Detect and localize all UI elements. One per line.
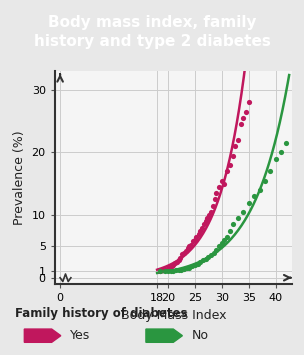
Point — [190, 264, 195, 269]
Point — [246, 200, 251, 206]
Point — [222, 181, 227, 187]
Point — [233, 143, 238, 149]
Point — [163, 269, 168, 274]
Point — [160, 267, 165, 273]
Point — [187, 265, 192, 271]
Point — [178, 255, 183, 261]
Point — [284, 140, 289, 146]
Y-axis label: Prevalence (%): Prevalence (%) — [13, 130, 26, 225]
Point — [219, 178, 224, 184]
Point — [206, 254, 211, 260]
Point — [168, 268, 173, 274]
Point — [210, 203, 215, 208]
Text: Yes: Yes — [70, 329, 90, 342]
Point — [227, 162, 232, 168]
Point — [212, 197, 217, 202]
Point — [201, 257, 206, 263]
Point — [217, 244, 222, 249]
Point — [246, 99, 251, 105]
Point — [279, 149, 284, 155]
Point — [167, 265, 172, 271]
Point — [176, 267, 181, 273]
Point — [222, 237, 227, 243]
Point — [194, 234, 199, 240]
Text: No: No — [192, 329, 209, 342]
Point — [188, 242, 194, 247]
Point — [198, 228, 203, 234]
FancyArrow shape — [24, 329, 61, 342]
Point — [169, 264, 174, 269]
Point — [187, 244, 192, 249]
Point — [157, 268, 162, 274]
Point — [185, 245, 190, 251]
Point — [176, 257, 181, 263]
Point — [163, 267, 168, 272]
Point — [257, 187, 262, 193]
Point — [171, 268, 176, 274]
Point — [192, 262, 197, 268]
Point — [179, 267, 184, 272]
Point — [236, 215, 240, 221]
Point — [180, 251, 185, 257]
Point — [241, 115, 246, 121]
Point — [174, 259, 179, 265]
Point — [262, 178, 267, 184]
Point — [198, 259, 203, 265]
Point — [244, 109, 248, 115]
Point — [172, 261, 177, 266]
X-axis label: Body Mass Index: Body Mass Index — [120, 308, 226, 322]
Point — [165, 269, 170, 274]
Point — [238, 121, 243, 127]
Point — [273, 156, 278, 162]
Point — [225, 168, 230, 174]
Point — [252, 193, 257, 199]
Point — [219, 240, 224, 246]
Point — [209, 252, 213, 257]
Point — [157, 269, 162, 274]
Point — [209, 209, 213, 215]
Point — [183, 248, 188, 253]
Point — [268, 168, 273, 174]
Text: Body mass index, family
history and type 2 diabetes: Body mass index, family history and type… — [33, 15, 271, 49]
Point — [195, 261, 200, 267]
Point — [171, 262, 176, 268]
Point — [225, 234, 230, 240]
Point — [230, 153, 235, 158]
Point — [241, 209, 246, 215]
Point — [236, 137, 240, 143]
Point — [181, 250, 186, 256]
Point — [214, 190, 219, 196]
Point — [203, 256, 208, 262]
Text: Family history of diabetes: Family history of diabetes — [15, 307, 188, 320]
Point — [191, 239, 196, 244]
Point — [174, 267, 178, 273]
Point — [214, 247, 219, 252]
Point — [205, 215, 210, 221]
Point — [184, 266, 189, 271]
Point — [217, 184, 222, 190]
Point — [203, 219, 208, 224]
Point — [202, 222, 206, 227]
Point — [181, 266, 186, 272]
Point — [196, 231, 201, 237]
Point — [192, 237, 197, 243]
Point — [165, 266, 170, 271]
Point — [227, 228, 232, 234]
Point — [230, 222, 235, 227]
FancyArrow shape — [146, 329, 182, 342]
Point — [211, 250, 216, 256]
Point — [199, 225, 204, 230]
Point — [207, 212, 212, 218]
